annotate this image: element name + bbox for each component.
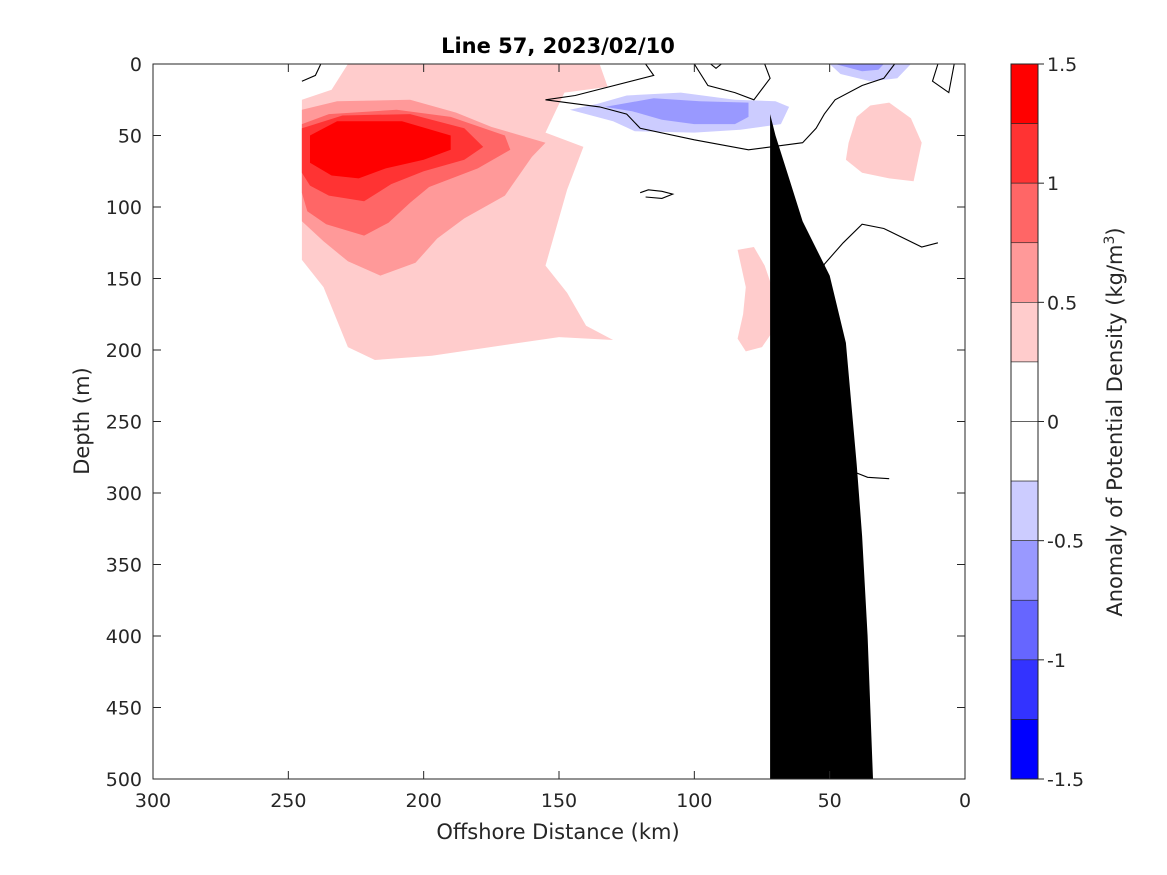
contour-line-zero-contour-top-b (710, 64, 722, 70)
y-tick-label: 200 (106, 340, 142, 362)
colorbar-level (1010, 361, 1039, 422)
colorbar-tick-label: 1.5 (1047, 54, 1077, 76)
y-tick-label: 500 (106, 769, 142, 791)
contour-fill-positive-anomaly-1.25 (310, 121, 451, 179)
colorbar-label-superscript: 3 (1102, 236, 1118, 245)
colorbar-tick-label: 0 (1047, 412, 1059, 434)
colorbar-level (1010, 63, 1039, 124)
contour-fill-positive-anomaly-east (845, 102, 922, 182)
contour-fill-negative-anomaly-0.5 (605, 98, 749, 125)
colorbar-level (1010, 123, 1039, 184)
contour-line-zero-contour-main (545, 64, 896, 151)
contour-line-zero-contour-east-top (931, 64, 955, 94)
contour-fill-negative-anomaly-top-0.5 (835, 64, 884, 72)
y-tick-label: 350 (106, 555, 142, 577)
contour-fill-positive-anomaly-mid (737, 247, 776, 352)
colorbar-level (1010, 599, 1039, 661)
x-axis-ticks: 300 250 200 150 100 50 0 (135, 64, 971, 812)
y-tick-label: 150 (106, 269, 142, 291)
plot-area: 300 250 200 150 100 50 0 050100150200250300350… (106, 54, 971, 812)
x-tick-label: 300 (135, 790, 171, 812)
chart-title: Line 57, 2023/02/10 (441, 34, 675, 58)
x-tick-label: 250 (270, 790, 306, 812)
colorbar: 1.5 1 0.5 0 -0.5 -1 -1.5 Anomaly of Potential … (1010, 54, 1127, 791)
colorbar-tick-label: 0.5 (1047, 292, 1077, 314)
y-axis-label: Depth (m) (70, 367, 94, 474)
y-axis-ticks: 0 50 100 150 200 250 300 350 400 450 500 (106, 54, 965, 791)
colorbar-level (1010, 302, 1039, 363)
colorbar-label-text: Anomaly of Potential Density (kg/m (1103, 245, 1127, 617)
contour-line-zero-contour-west (301, 64, 322, 82)
colorbar-level (1010, 182, 1039, 244)
colorbar-level (1010, 421, 1039, 482)
x-tick-label: 50 (818, 790, 842, 812)
y-tick-label: 250 (106, 412, 142, 434)
x-tick-label: 200 (406, 790, 442, 812)
colorbar-levels (1010, 63, 1039, 780)
colorbar-tick-label: -1 (1047, 650, 1066, 672)
filled-contours (301, 64, 922, 360)
land-mask (770, 114, 873, 779)
x-tick-label: 150 (541, 790, 577, 812)
colorbar-level (1010, 540, 1039, 601)
colorbar-level (1010, 242, 1039, 303)
y-tick-label: 300 (106, 483, 142, 505)
y-tick-label: 450 (106, 698, 142, 720)
y-tick-label: 100 (106, 197, 142, 219)
contour-line-zero-contour-small (640, 189, 675, 199)
contour-fill-negative-anomaly-top-0.25 (829, 64, 911, 82)
colorbar-level (1010, 480, 1039, 541)
y-tick-label: 50 (118, 126, 142, 148)
x-tick-label: 100 (676, 790, 712, 812)
colorbar-ticks: 1.5 1 0.5 0 -0.5 -1 -1.5 (1038, 54, 1084, 791)
colorbar-label-close: ) (1103, 227, 1127, 235)
colorbar-label: Anomaly of Potential Density (kg/m3) (1102, 227, 1127, 616)
x-tick-label: 0 (959, 790, 971, 812)
contour-line-zero-contour-top-a (693, 64, 771, 101)
colorbar-tick-label: -1.5 (1047, 769, 1084, 791)
colorbar-level (1010, 719, 1039, 780)
bathymetry-mask (770, 114, 873, 779)
colorbar-tick-label: 1 (1047, 173, 1059, 195)
colorbar-tick-label: -0.5 (1047, 531, 1084, 553)
x-axis-label: Offshore Distance (km) (436, 820, 679, 844)
colorbar-level (1010, 659, 1039, 720)
y-tick-label: 0 (130, 54, 142, 76)
y-tick-label: 400 (106, 626, 142, 648)
